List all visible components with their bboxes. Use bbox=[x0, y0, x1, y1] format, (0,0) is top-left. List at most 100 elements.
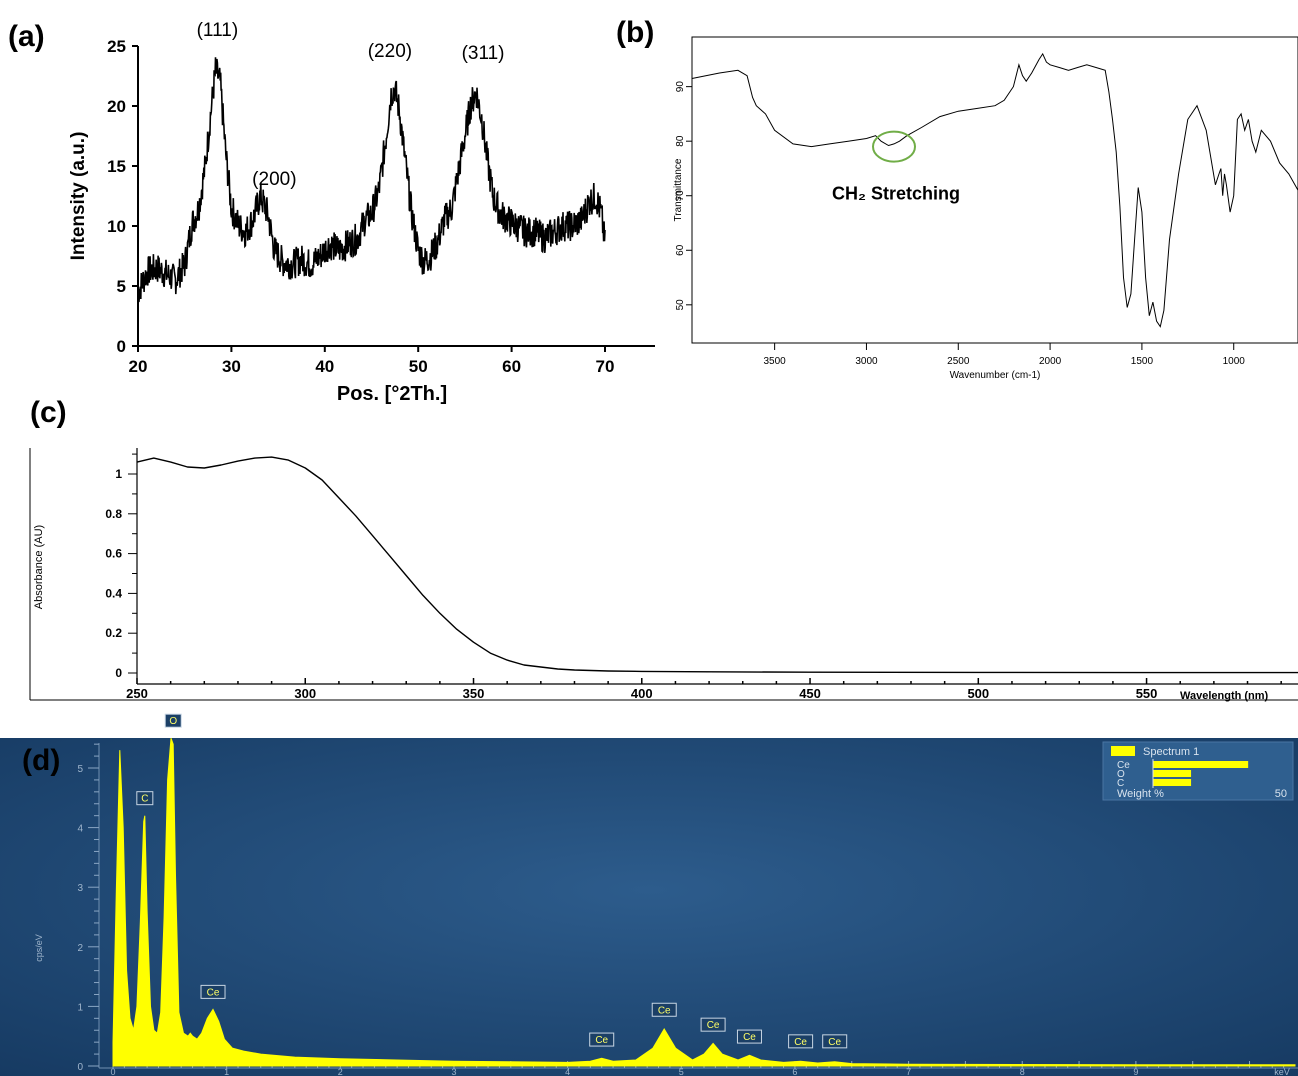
x-tick-label: 3500 bbox=[764, 356, 787, 367]
peak-label: (220) bbox=[368, 41, 412, 62]
peak-label-box bbox=[200, 984, 226, 999]
peak-label-box bbox=[700, 1017, 726, 1032]
x-tick-label: 0 bbox=[110, 1067, 115, 1076]
y-tick-label: 15 bbox=[107, 157, 126, 176]
y-axis-label: Intensity (a.u.) bbox=[68, 132, 89, 261]
x-tick-label: 8 bbox=[1020, 1067, 1025, 1076]
peak-label-box bbox=[822, 1034, 848, 1049]
x-tick-label: 300 bbox=[294, 686, 316, 701]
y-tick-label: 3 bbox=[77, 883, 83, 894]
peak-label-box bbox=[788, 1034, 814, 1049]
x-axis-label: keV bbox=[1274, 1067, 1290, 1076]
legend-item-label: C bbox=[1117, 778, 1124, 789]
peak-label: Ce bbox=[595, 1035, 608, 1046]
legend-bar bbox=[1153, 779, 1192, 786]
y-tick-label: 5 bbox=[117, 277, 126, 296]
y-tick-label: 0.2 bbox=[105, 626, 122, 640]
ftir-chart: (b) 3500 3000 2500 2000 1500 1000 50 60 70 80 90 Wav… bbox=[616, 16, 1298, 381]
x-tick-label: 500 bbox=[967, 686, 989, 701]
x-tick-label: 2500 bbox=[947, 356, 970, 367]
x-tick-label: 6 bbox=[792, 1067, 797, 1076]
peak-label-box bbox=[651, 1002, 677, 1017]
legend-footer-value: 50 bbox=[1275, 788, 1287, 800]
peak-label: Ce bbox=[794, 1037, 807, 1048]
x-tick-label: 250 bbox=[126, 686, 148, 701]
x-tick-label: 2 bbox=[338, 1067, 343, 1076]
legend-footer-label: Weight % bbox=[1117, 788, 1164, 800]
y-axis-label: Absorbance (AU) bbox=[33, 525, 45, 609]
legend-bar bbox=[1153, 761, 1249, 768]
y-tick-label: 10 bbox=[107, 217, 126, 236]
x-tick-label: 3 bbox=[451, 1067, 456, 1076]
x-axis-label: Pos. [°2Th.] bbox=[337, 383, 447, 405]
annotation-label: CH₂ Stretching bbox=[832, 184, 960, 204]
x-tick-label: 1500 bbox=[1131, 356, 1154, 367]
y-tick-label: 25 bbox=[107, 37, 126, 56]
y-tick-label: 0.4 bbox=[105, 586, 122, 600]
peak-label-box bbox=[164, 713, 182, 728]
x-tick-label: 70 bbox=[596, 357, 615, 376]
ftir-panel: (b) 3500 3000 2500 2000 1500 1000 50 60 70 80 90 Wav… bbox=[600, 0, 1298, 392]
y-axis-label: Transmittance bbox=[673, 158, 684, 221]
y-axis-label: cps/eV bbox=[34, 934, 44, 962]
y-tick-label: 50 bbox=[675, 299, 686, 311]
xrd-chart: (a) 20 30 40 50 60 70 0 5 10 15 20 25 Pos. [°2Th.] Int… bbox=[8, 20, 655, 405]
xrd-panel: (a) 20 30 40 50 60 70 0 5 10 15 20 25 Pos. [°2Th.] Int… bbox=[0, 0, 690, 410]
y-tick-label: 0.6 bbox=[105, 547, 122, 561]
y-tick-label: 80 bbox=[675, 135, 686, 147]
y-tick-label: 4 bbox=[77, 824, 83, 835]
legend-item-label: O bbox=[1117, 769, 1125, 780]
y-tick-label: 0 bbox=[115, 666, 122, 680]
x-tick-label: 50 bbox=[409, 357, 428, 376]
y-tick-label: 0 bbox=[77, 1062, 83, 1073]
x-tick-label: 350 bbox=[463, 686, 485, 701]
eds-spectrum bbox=[112, 738, 1296, 1067]
highlight-circle bbox=[872, 130, 916, 163]
y-tick-label: 0 bbox=[117, 337, 126, 356]
legend-swatch bbox=[1111, 746, 1135, 756]
x-axis-label: Wavenumber (cm-1) bbox=[950, 370, 1041, 381]
panel-label: (a) bbox=[8, 20, 45, 53]
y-tick-label: 1 bbox=[77, 1002, 83, 1013]
x-tick-label: 400 bbox=[631, 686, 653, 701]
x-tick-label: 60 bbox=[502, 357, 521, 376]
x-tick-label: 30 bbox=[222, 357, 241, 376]
y-tick-label: 70 bbox=[675, 190, 686, 202]
legend-title: Spectrum 1 bbox=[1143, 746, 1199, 758]
y-tick-label: 60 bbox=[675, 244, 686, 256]
panel-label: (d) bbox=[22, 744, 60, 777]
ftir-trace bbox=[691, 52, 1298, 328]
peak-label: Ce bbox=[743, 1032, 756, 1043]
x-tick-label: 7 bbox=[906, 1067, 911, 1076]
peak-label: (200) bbox=[252, 169, 296, 190]
y-tick-label: 1 bbox=[115, 467, 122, 481]
x-tick-label: 450 bbox=[799, 686, 821, 701]
y-tick-label: 90 bbox=[675, 81, 686, 93]
x-tick-label: 550 bbox=[1136, 686, 1158, 701]
x-tick-label: 1000 bbox=[1223, 356, 1246, 367]
peak-label: Ce bbox=[707, 1020, 720, 1031]
x-tick-label: 2000 bbox=[1039, 356, 1062, 367]
legend-item-label: Ce bbox=[1117, 760, 1130, 771]
x-tick-label: 1 bbox=[224, 1067, 229, 1076]
x-axis-label: Wavelength (nm) bbox=[1180, 690, 1269, 702]
peak-label-box bbox=[589, 1032, 615, 1047]
peak-label: (311) bbox=[462, 43, 505, 64]
plot-frame bbox=[691, 36, 1298, 344]
peak-label-box bbox=[736, 1029, 762, 1044]
peak-label: O bbox=[169, 716, 177, 727]
y-tick-label: 20 bbox=[107, 97, 126, 116]
xrd-trace bbox=[137, 57, 606, 303]
legend-bar bbox=[1153, 770, 1192, 777]
x-tick-label: 9 bbox=[1133, 1067, 1138, 1076]
panel-label: (b) bbox=[616, 16, 654, 49]
peak-label: Ce bbox=[828, 1037, 841, 1048]
peak-label: C bbox=[141, 794, 148, 805]
uvvis-chart: (c) 0 0.2 0.4 0.6 0.8 1 250 300 350 400 450 500 550 Wa… bbox=[29, 396, 1298, 702]
uvvis-trace bbox=[136, 456, 1298, 674]
x-tick-label: 5 bbox=[679, 1067, 684, 1076]
peak-label: (111) bbox=[197, 20, 239, 41]
y-tick-label: 0.8 bbox=[105, 507, 122, 521]
x-tick-label: 4 bbox=[565, 1067, 570, 1076]
